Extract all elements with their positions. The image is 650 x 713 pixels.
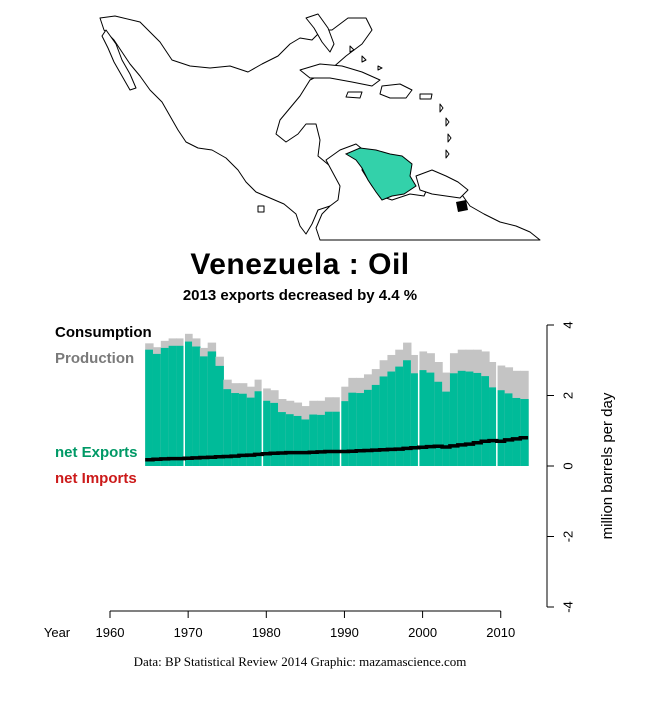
net-exports-bar	[145, 349, 154, 466]
net-exports-bar	[223, 389, 232, 466]
net-exports-bar	[379, 376, 389, 466]
net-exports-bar	[278, 412, 287, 466]
net-exports-bar	[457, 370, 467, 466]
net-exports-bar	[442, 391, 451, 466]
hispaniola	[379, 83, 413, 99]
venezuela-highlight	[344, 147, 417, 201]
consumption-line	[145, 436, 529, 462]
net-exports-bar	[387, 371, 396, 466]
regional-map	[99, 13, 541, 241]
net-exports-bar	[254, 391, 263, 466]
net-exports-bar	[324, 411, 334, 466]
net-exports-bar	[481, 376, 490, 466]
net-exports-bar	[512, 397, 521, 466]
net-exports-bar	[285, 414, 295, 466]
baja-california	[101, 29, 137, 91]
net-exports-bar	[176, 345, 185, 466]
legend-consumption: Consumption	[55, 324, 152, 341]
net-exports-bar	[504, 393, 514, 466]
bahamas	[349, 45, 383, 71]
x-tick-label: 1960	[96, 625, 125, 640]
net-exports-bar	[403, 360, 412, 466]
puerto-rico	[419, 93, 433, 100]
legend-net-exports: net Exports	[55, 444, 138, 461]
x-tick-label: 2000	[408, 625, 437, 640]
x-axis-label: Year	[44, 625, 71, 640]
x-tick-label: 2010	[486, 625, 515, 640]
net-exports-bar	[309, 414, 318, 466]
net-exports-bar	[270, 402, 279, 466]
y-tick-label: 4	[560, 321, 575, 328]
x-tick-label: 1990	[330, 625, 359, 640]
net-exports-bar	[184, 341, 193, 466]
net-exports-bar	[332, 411, 342, 466]
chart-title: Venezuela : Oil	[190, 248, 410, 281]
net-exports-bar	[317, 414, 326, 466]
net-exports-bar	[207, 351, 217, 466]
net-exports-bar	[410, 373, 420, 466]
net-exports-bar	[371, 384, 381, 466]
net-exports-bar	[262, 400, 271, 466]
x-tick-label: 1970	[174, 625, 203, 640]
net-exports-bar	[434, 381, 443, 466]
net-exports-bar	[168, 345, 178, 466]
net-exports-bar	[520, 399, 529, 466]
y-tick-label: 0	[560, 462, 575, 469]
net-exports-bar	[215, 365, 224, 466]
cuba	[299, 63, 381, 87]
guyanas	[415, 169, 469, 199]
net-exports-bar	[356, 393, 365, 466]
net-exports-bar	[465, 371, 474, 466]
y-tick-label: -2	[560, 531, 575, 543]
legend-net-imports: net Imports	[55, 470, 137, 487]
net-exports-bar	[160, 347, 170, 466]
net-exports-bar	[301, 419, 310, 466]
net-exports-bar	[363, 389, 373, 466]
galapagos	[257, 205, 265, 213]
x-tick-label: 1980	[252, 625, 281, 640]
net-exports-bar	[340, 401, 349, 466]
lesser-antilles	[439, 103, 452, 159]
data-credit: Data: BP Statistical Review 2014 Graphic…	[133, 654, 467, 669]
net-exports-bar	[449, 373, 459, 466]
net-exports-bar	[489, 387, 498, 466]
net-exports-bar	[418, 370, 428, 466]
net-exports-bar	[231, 393, 240, 466]
jamaica	[345, 91, 363, 99]
net-exports-bar	[192, 346, 201, 466]
net-exports-bar	[152, 353, 162, 466]
y-tick-label: -4	[560, 601, 575, 613]
legend-production: Production	[55, 350, 135, 367]
chart-subtitle: 2013 exports decreased by 4.4 %	[182, 287, 418, 304]
net-exports-bar	[246, 397, 256, 466]
y-axis-label: million barrels per day	[599, 392, 616, 539]
net-exports-bar	[426, 372, 435, 466]
florida	[305, 13, 335, 53]
net-exports-bar	[473, 372, 482, 466]
y-tick-label: 2	[560, 392, 575, 399]
net-exports-bar	[496, 390, 506, 466]
net-exports-bar	[199, 356, 209, 466]
net-exports-bar	[238, 393, 248, 466]
trinidad	[456, 200, 468, 212]
net-exports-bar	[293, 415, 303, 466]
net-exports-bar	[395, 366, 404, 466]
net-exports-bar	[348, 392, 357, 466]
